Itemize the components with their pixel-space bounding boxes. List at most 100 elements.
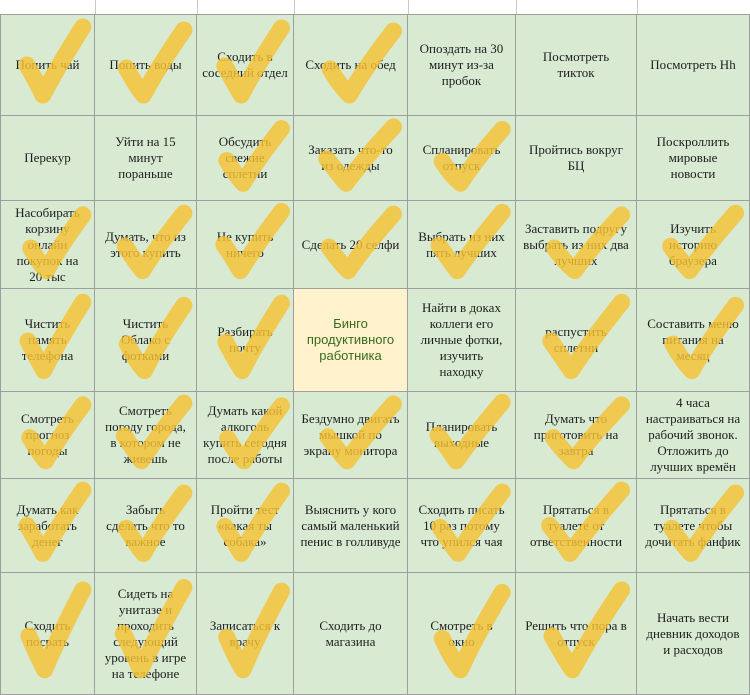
bingo-cell-label: Сходить на обед (305, 57, 396, 72)
bingo-cell[interactable]: Не купить ничего (197, 201, 294, 289)
bingo-cell[interactable]: Сходить на обед (294, 15, 408, 116)
bingo-cell-label: Выяснить у кого самый маленький пенис в … (300, 501, 401, 549)
bingo-cell[interactable]: распустить сплетни (516, 289, 637, 392)
bingo-cell-label: Планировать выходные (425, 419, 498, 450)
bingo-cell-label: Думать что приготовить на завтра (533, 411, 619, 458)
bingo-cell[interactable]: Чистить память телефона (0, 289, 95, 392)
bingo-cell-label: Пройти тест «какая ты собака» (210, 501, 280, 549)
bingo-cell-label: Спланировать отпуск (422, 142, 501, 173)
bingo-cell-label: Попить воды (109, 57, 182, 72)
bingo-cell-label: распустить сплетни (545, 324, 607, 355)
top-strip-divider (197, 0, 198, 14)
bingo-cell-label: Уйти на 15 минут пораньше (115, 134, 176, 181)
bingo-cell-label: Сходить до магазина (319, 617, 382, 649)
bingo-cell[interactable]: Разбирать почту (197, 289, 294, 392)
bingo-cell[interactable]: Чистить Облако с фотками (95, 289, 197, 392)
bingo-cell-label: Попить чай (15, 57, 80, 72)
bingo-cell[interactable]: Посмотреть Hh (637, 15, 750, 116)
bingo-cell[interactable]: Забыть сделать что то важное (95, 479, 197, 573)
bingo-cell[interactable]: Изучить историю браузера (637, 201, 750, 289)
bingo-cell-label: Выбрать из них пять лучших (418, 228, 505, 260)
bingo-cell-label: Забыть сделать что то важное (106, 501, 185, 549)
bingo-cell[interactable]: Сделать 20 селфи (294, 201, 408, 289)
bingo-cell-label: Изучить историю браузера (669, 220, 717, 268)
bingo-cell[interactable]: Сходить до магазина (294, 573, 408, 695)
bingo-cell[interactable]: Спланировать отпуск (408, 116, 516, 201)
bingo-cell-label: Пройтись вокруг БЦ (529, 142, 623, 173)
bingo-cell-label: Посмотреть Hh (650, 57, 736, 72)
top-strip-divider (408, 0, 409, 14)
bingo-cell[interactable]: Сходить писать 10 раз потому что упился … (408, 479, 516, 573)
bingo-cell[interactable]: Опоздать на 30 минут из-за пробок (408, 15, 516, 116)
bingo-cell[interactable]: Найти в доках коллеги его личные фотки, … (408, 289, 516, 392)
bingo-cell[interactable]: Сходить в соседний отдел (197, 15, 294, 116)
bingo-cell[interactable]: Попить воды (95, 15, 197, 116)
bingo-cell-label: Прятаться в туалете от ответственности (529, 501, 623, 549)
bingo-cell[interactable]: Записаться к врачу (197, 573, 294, 695)
bingo-cell[interactable]: Прятаться в туалете от ответственности (516, 479, 637, 573)
bingo-cell-label: Не купить ничего (216, 228, 274, 260)
bingo-cell[interactable]: Попить чай (0, 15, 95, 116)
bingo-cell[interactable]: Перекур (0, 116, 95, 201)
bingo-cell[interactable]: Поскроллить мировые новости (637, 116, 750, 201)
bingo-cell[interactable]: 4 часа настраиваться на рабочий звонок. … (637, 392, 750, 479)
bingo-cell[interactable]: Пройти тест «какая ты собака» (197, 479, 294, 573)
bingo-cell-label: Бинго продуктивного работника (306, 316, 395, 363)
bingo-cell-label: Составить меню питания на месяц (647, 316, 739, 363)
top-strip-divider (637, 0, 638, 14)
bingo-cell-label: Найти в доках коллеги его личные фотки, … (420, 300, 503, 379)
bingo-cell[interactable]: Обсудить свежие сплетни (197, 116, 294, 201)
bingo-cell[interactable]: Думать какой алкоголь купить сегодня пос… (197, 392, 294, 479)
bingo-cell[interactable]: Бездумно двигать мышкой по экрану монито… (294, 392, 408, 479)
bingo-cell-label: Сделать 20 селфи (301, 236, 400, 252)
bingo-center-cell[interactable]: Бинго продуктивного работника (294, 289, 408, 392)
bingo-cell-label: Разбирать почту (217, 324, 273, 355)
bingo-cell-label: Смотреть прогноз погоды (21, 411, 74, 458)
bingo-cell[interactable]: Решить что пора в отпуск (516, 573, 637, 695)
top-strip-divider (294, 0, 295, 14)
bingo-cell[interactable]: Пройтись вокруг БЦ (516, 116, 637, 201)
top-strip (0, 0, 750, 14)
bingo-cell-label: Бездумно двигать мышкой по экрану монито… (301, 411, 400, 458)
bingo-cell[interactable]: Посмотреть тикток (516, 15, 637, 116)
bingo-cell[interactable]: Думать, что из этого купить (95, 201, 197, 289)
bingo-cell-label: Записаться к врачу (209, 617, 281, 649)
bingo-cell[interactable]: Заказать что-то из одежды (294, 116, 408, 201)
bingo-cell[interactable]: Насобирать корзину онлайн покупок на 20 … (0, 201, 95, 289)
bingo-cell-label: Смотреть в окно (430, 617, 493, 649)
bingo-cell-label: Начать вести дневник доходов и расходов (646, 609, 740, 657)
bingo-cell[interactable]: Начать вести дневник доходов и расходов (637, 573, 750, 695)
bingo-cell-label: Сходить в соседний отдел (202, 49, 288, 80)
bingo-cell-label: Перекур (24, 150, 71, 165)
bingo-cell-label: Опоздать на 30 минут из-за пробок (419, 41, 504, 88)
bingo-cell[interactable]: Прятаться в туалете чтобы дочитать фанфи… (637, 479, 750, 573)
bingo-cell[interactable]: Сходить посрать (0, 573, 95, 695)
bingo-cell[interactable]: Смотреть прогноз погоды (0, 392, 95, 479)
bingo-cell[interactable]: Думать что приготовить на завтра (516, 392, 637, 479)
bingo-cell-label: Заказать что-то из одежды (308, 142, 393, 173)
bingo-cell-label: Сходить писать 10 раз потому что упился … (418, 501, 505, 549)
bingo-cell[interactable]: Планировать выходные (408, 392, 516, 479)
bingo-cell-label: Сходить посрать (24, 617, 71, 649)
bingo-cell[interactable]: Выбрать из них пять лучших (408, 201, 516, 289)
bingo-cell[interactable]: Сидеть на унитазе и проходить следующий … (95, 573, 197, 695)
bingo-cell[interactable]: Смотреть в окно (408, 573, 516, 695)
bingo-cell[interactable]: Выяснить у кого самый маленький пенис в … (294, 479, 408, 573)
bingo-cell-label: Обсудить свежие сплетни (218, 134, 272, 181)
bingo-cell-label: Решить что пора в отпуск (525, 617, 627, 649)
bingo-cell-label: Думать как заработать денег (16, 501, 79, 549)
bingo-grid: Попить чай Попить воды Сходить в соседний … (0, 14, 750, 695)
bingo-cell[interactable]: Составить меню питания на месяц (637, 289, 750, 392)
bingo-cell-label: Чистить Облако с фотками (120, 316, 171, 363)
bingo-cell[interactable]: Думать как заработать денег (0, 479, 95, 573)
bingo-cell-label: Смотреть погоду города, в котором не жив… (105, 403, 186, 466)
bingo-cell[interactable]: Уйти на 15 минут пораньше (95, 116, 197, 201)
bingo-cell-label: Думать, что из этого купить (105, 228, 186, 260)
top-strip-divider (516, 0, 517, 14)
bingo-cell-label: Насобирать корзину онлайн покупок на 20 … (15, 204, 80, 284)
bingo-cell-label: Прятаться в туалете чтобы дочитать фанфи… (645, 501, 741, 549)
bingo-cell[interactable]: Заставить подругу выбрать из них два луч… (516, 201, 637, 289)
bingo-cell[interactable]: Смотреть погоду города, в котором не жив… (95, 392, 197, 479)
top-strip-divider (95, 0, 96, 14)
